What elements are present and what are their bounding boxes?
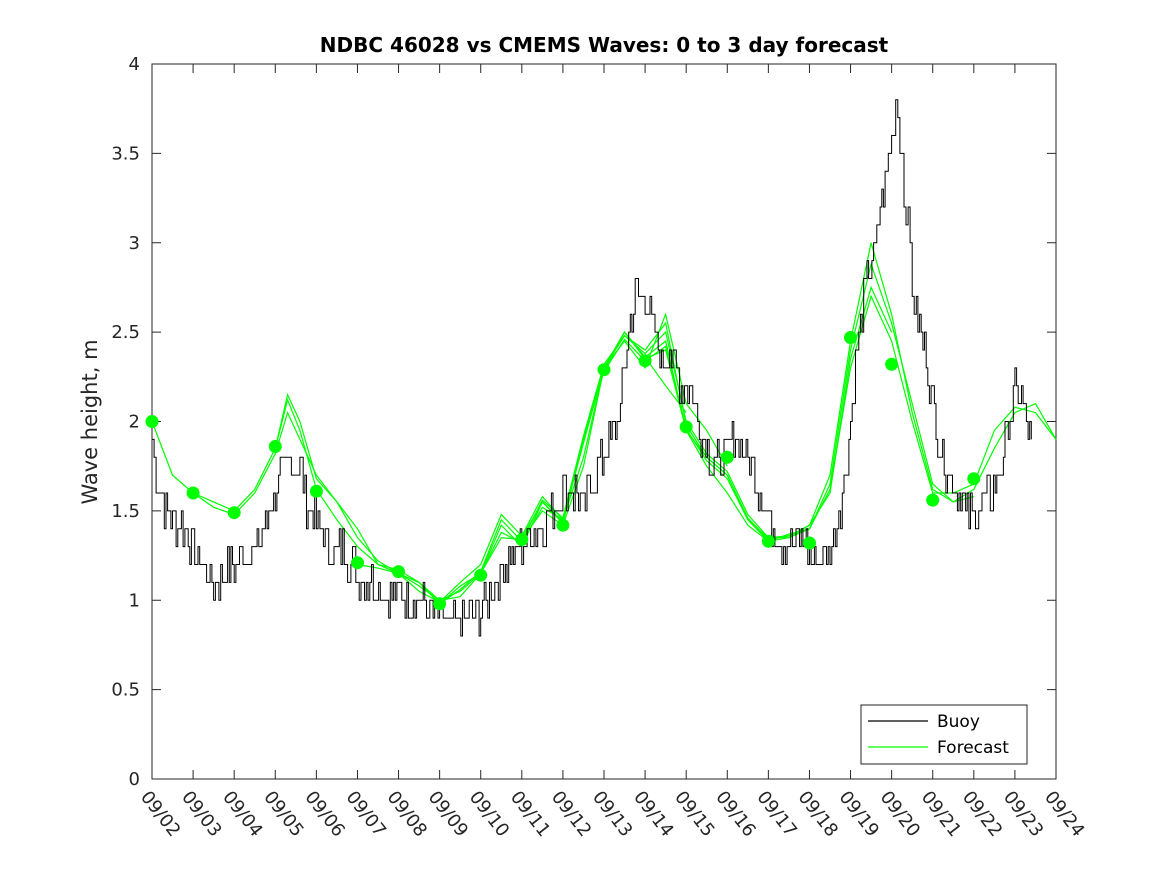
forecast-markers: [145, 331, 981, 611]
forecast-marker: [351, 556, 364, 570]
forecast-marker: [926, 493, 940, 507]
forecast-run-line: [439, 262, 974, 605]
y-tick-label: 3.5: [111, 143, 140, 164]
forecast-marker: [803, 536, 816, 550]
forecast-marker: [679, 420, 693, 434]
forecast-marker: [474, 568, 488, 582]
y-axis-ticks: 0 0.5 1 1.5 2 2.5 3 3.5 4: [111, 54, 1056, 790]
legend: Buoy Forecast: [860, 704, 1028, 765]
forecast-marker: [515, 533, 529, 546]
forecast-marker: [392, 565, 405, 579]
forecast-marker: [597, 363, 611, 377]
y-axis-label: Wave height, m: [78, 339, 102, 504]
forecast-run-line: [151, 331, 687, 601]
forecast-marker: [268, 440, 282, 453]
forecast-marker: [967, 472, 981, 486]
y-tick-label: 1: [129, 590, 140, 611]
forecast-marker: [761, 534, 775, 548]
forecast-marker: [309, 484, 323, 498]
legend-forecast-label: Forecast: [937, 738, 1009, 758]
buoy-series: [152, 99, 1032, 637]
y-tick-label: 4: [129, 54, 140, 75]
forecast-marker: [720, 450, 734, 464]
forecast-marker: [638, 354, 652, 368]
y-tick-label: 2: [129, 412, 140, 433]
buoy-line: [152, 99, 1032, 637]
chart-title: NDBC 46028 vs CMEMS Waves: 0 to 3 day fo…: [320, 33, 889, 57]
forecast-marker: [145, 415, 159, 428]
forecast-run-line: [274, 330, 810, 605]
y-tick-label: 0: [129, 769, 140, 790]
y-tick-label: 1.5: [111, 501, 140, 522]
forecast-marker: [186, 486, 200, 500]
forecast-marker: [433, 597, 447, 611]
legend-box: [860, 704, 1028, 765]
legend-buoy-label: Buoy: [937, 712, 980, 732]
y-tick-label: 3: [129, 233, 140, 254]
forecast-marker: [844, 331, 857, 344]
forecast-marker: [227, 506, 241, 520]
forecast-marker: [556, 518, 570, 532]
forecast-run-line: [192, 312, 728, 601]
y-tick-label: 2.5: [111, 322, 140, 343]
y-tick-label: 0.5: [111, 680, 140, 701]
forecast-marker: [885, 357, 899, 371]
